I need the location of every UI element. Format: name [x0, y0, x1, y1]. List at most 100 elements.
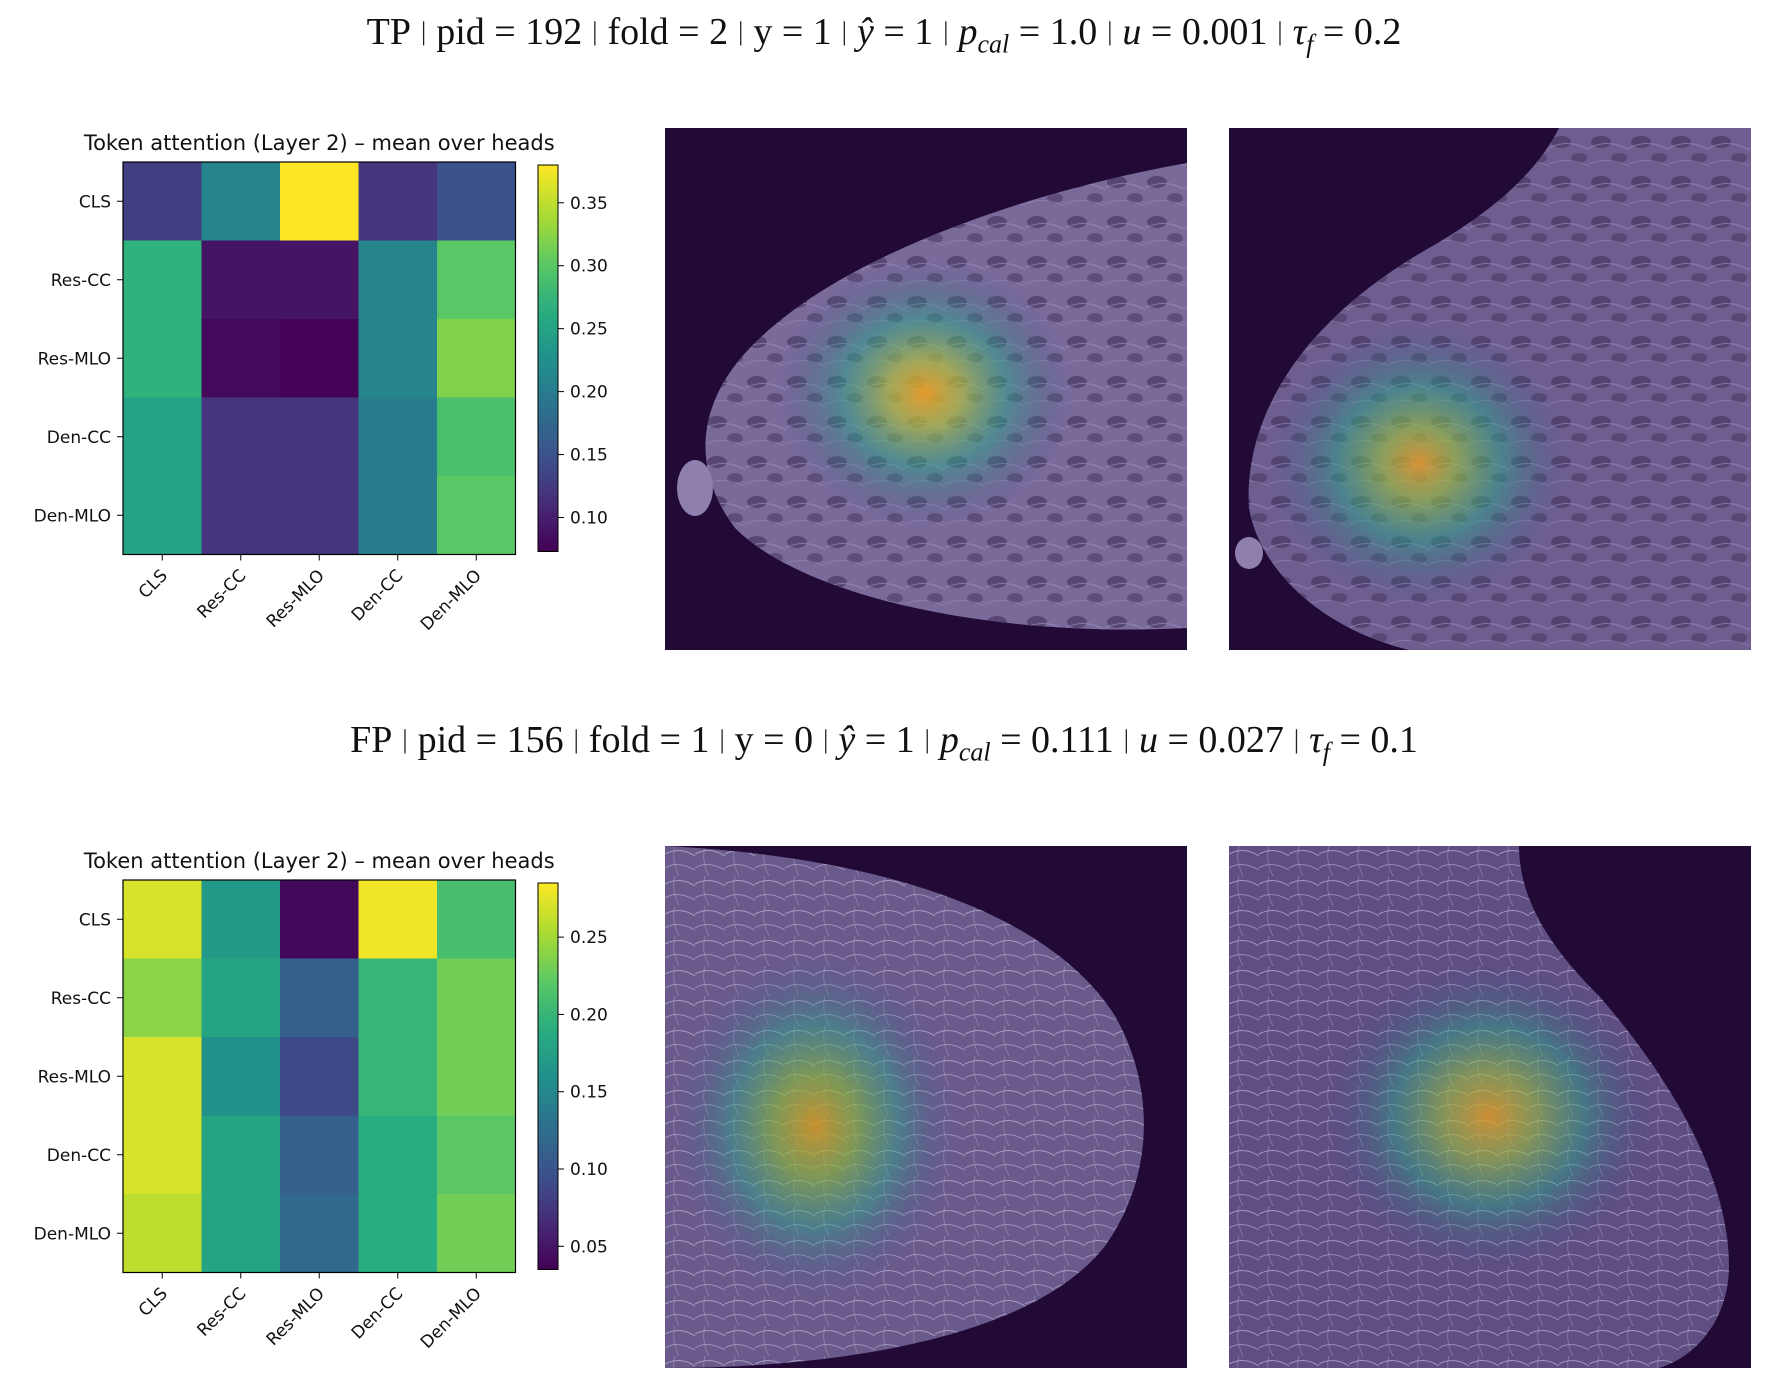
- y-tick-label: Res-MLO: [38, 1067, 111, 1087]
- heatmap-cell: [123, 162, 202, 241]
- chart-title: Token attention (Layer 2) – mean over he…: [83, 849, 555, 873]
- heatmap-cell: [201, 958, 281, 1038]
- heatmap-cell: [280, 476, 359, 555]
- x-tick-label: Den-CC: [348, 1284, 408, 1344]
- p-symbol: p: [939, 719, 959, 761]
- colorbar: [537, 882, 559, 1270]
- heatmap-cell: [201, 319, 281, 398]
- colorbar-tick-label: 0.35: [570, 194, 608, 214]
- heatmap-cell: [123, 958, 202, 1038]
- heatmap-cell: [201, 1194, 281, 1273]
- yhat-symbol: ŷ: [856, 11, 874, 53]
- heatmap-cell: [280, 240, 359, 320]
- tau-symbol: τ: [1309, 719, 1323, 761]
- y-tick-label: CLS: [79, 192, 111, 212]
- heatmap-cell: [358, 162, 438, 241]
- yhat-value: = 1: [864, 719, 915, 761]
- colorbar-tick-label: 0.25: [570, 320, 608, 340]
- u-value: = 0.001: [1150, 11, 1268, 53]
- colorbar-tick-label: 0.15: [570, 446, 608, 466]
- heatmap-svg: Token attention (Layer 2) – mean over he…: [34, 131, 608, 635]
- heatmap-cell: [201, 476, 281, 555]
- heatmap-cell: [280, 1194, 359, 1273]
- u-value: = 0.027: [1167, 719, 1284, 761]
- heatmap-cell: [437, 1115, 516, 1195]
- heatmap-cell: [123, 1037, 202, 1116]
- heatmap-cell: [201, 240, 281, 320]
- colorbar-tick-label: 0.10: [570, 1160, 608, 1180]
- mammogram-cc-overlay: [665, 846, 1187, 1368]
- yhat-symbol: ŷ: [838, 719, 856, 761]
- heatmap-cell: [437, 240, 516, 320]
- heatmap-cell: [280, 319, 359, 398]
- colorbar-tick-label: 0.10: [570, 509, 608, 529]
- heatmap-cell: [123, 319, 202, 398]
- heatmap-cell: [280, 1115, 359, 1195]
- heatmap-cell: [358, 1115, 438, 1195]
- y-tick-label: Den-CC: [47, 1146, 111, 1166]
- tau-subscript: f: [1322, 737, 1330, 767]
- p-value: = 1.0: [1018, 11, 1098, 53]
- colorbar-tick-label: 0.20: [570, 1005, 608, 1025]
- chart-title: Token attention (Layer 2) – mean over he…: [83, 131, 555, 155]
- x-tick-label: Den-MLO: [417, 566, 486, 635]
- heatmap-cell: [280, 958, 359, 1038]
- heatmap-cell: [437, 880, 516, 959]
- y-label: y = 1: [753, 11, 832, 53]
- u-symbol: u: [1138, 719, 1158, 761]
- y-tick-label: CLS: [79, 910, 111, 930]
- tau-value: = 0.1: [1339, 719, 1418, 761]
- heatmap-cell: [280, 397, 359, 477]
- heatmap-cell: [437, 319, 516, 398]
- heatmap-cell: [358, 1037, 438, 1116]
- heatmap-cell: [123, 1115, 202, 1195]
- attention-heatmap-fp: Token attention (Layer 2) – mean over he…: [0, 838, 660, 1398]
- heatmap-cell: [437, 476, 516, 555]
- heatmap-cell: [437, 162, 516, 241]
- tau-symbol: τ: [1292, 11, 1307, 53]
- tau-value: = 0.2: [1322, 11, 1402, 53]
- heatmap-cell: [123, 880, 202, 959]
- colorbar: [537, 164, 559, 552]
- y-label: y = 0: [734, 719, 814, 761]
- p-subscript: cal: [958, 737, 991, 767]
- heatmap-cell: [201, 880, 281, 959]
- colorbar-tick-label: 0.25: [570, 928, 608, 948]
- panel-caption-fp: FP | pid = 156 | fold = 1 | y = 0 | ŷ = 1 | pcal =…: [350, 719, 1418, 767]
- heatmap-cell: [280, 162, 359, 241]
- y-tick-label: Den-MLO: [34, 1224, 111, 1244]
- tau-subscript: f: [1306, 29, 1314, 59]
- fold-label: fold = 2: [607, 11, 729, 53]
- x-tick-label: Den-CC: [348, 566, 408, 626]
- heatmap-cell: [437, 397, 516, 477]
- heatmap-cell: [358, 958, 438, 1038]
- heatmap-cell: [201, 1115, 281, 1195]
- heatmap-cell: [123, 476, 202, 555]
- colorbar-tick-label: 0.20: [570, 383, 608, 403]
- x-tick-label: Res-CC: [194, 566, 251, 623]
- heatmap-cell: [280, 880, 359, 959]
- heatmap-cell: [358, 397, 438, 477]
- fold-label: fold = 1: [588, 719, 710, 761]
- pid-label: pid = 156: [417, 719, 564, 761]
- x-tick-label: Res-CC: [194, 1284, 251, 1341]
- heatmap-cell: [201, 397, 281, 477]
- mammogram-cc-overlay: [665, 128, 1187, 650]
- y-tick-label: Res-CC: [51, 271, 111, 291]
- heatmap-cell: [437, 1037, 516, 1116]
- heatmap-cell: [358, 476, 438, 555]
- u-symbol: u: [1122, 11, 1142, 53]
- y-tick-label: Den-CC: [47, 428, 111, 448]
- heatmap-cell: [437, 1194, 516, 1273]
- p-value: = 0.111: [1000, 719, 1114, 761]
- heatmap-cell: [358, 880, 438, 959]
- y-tick-label: Den-MLO: [34, 506, 111, 526]
- heatmap-cell: [437, 958, 516, 1038]
- colorbar-tick-label: 0.05: [570, 1237, 608, 1257]
- mammogram-mlo-overlay: [1229, 846, 1751, 1368]
- heatmap-cell: [123, 397, 202, 477]
- heatmap-cell: [123, 1194, 202, 1273]
- panel-caption-tp: TP | pid = 192 | fold = 2 | y = 1 | ŷ = 1 | pcal =…: [366, 11, 1402, 59]
- heatmap-cell: [280, 1037, 359, 1116]
- x-tick-label: CLS: [135, 1284, 172, 1321]
